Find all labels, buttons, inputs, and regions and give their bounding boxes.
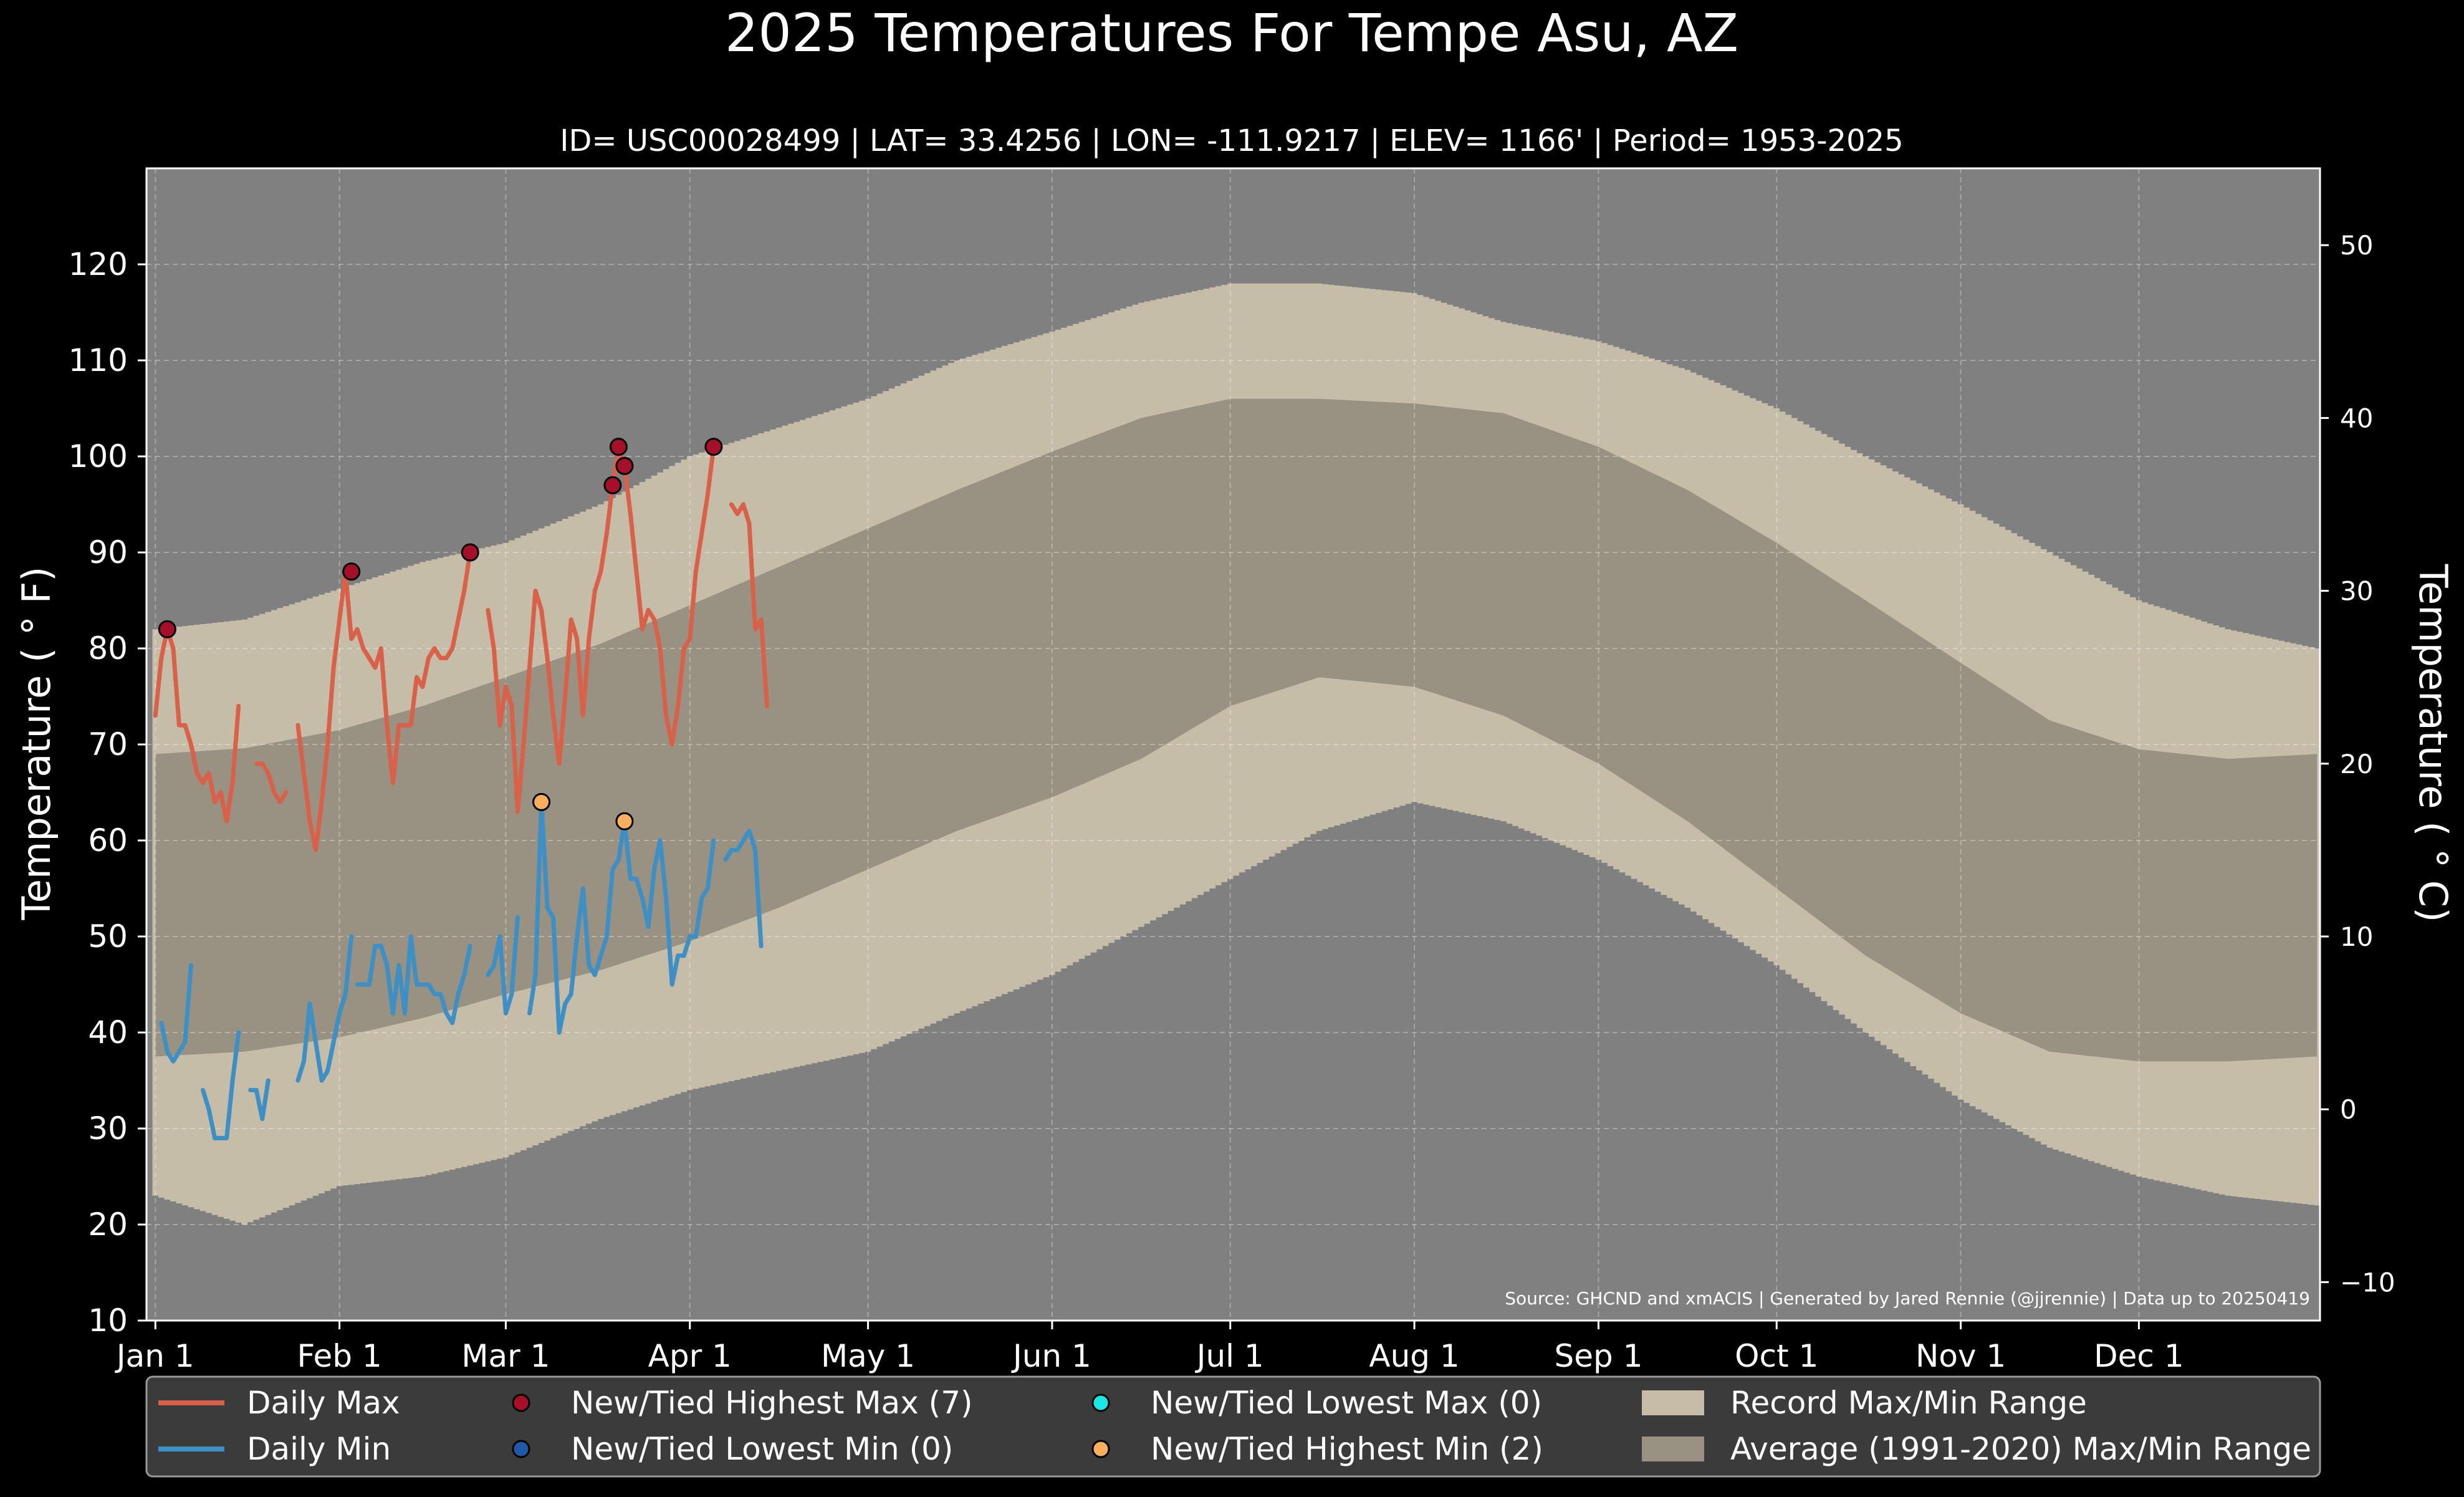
daily-min-line (295, 934, 354, 1083)
x-tick-label: Jan 1 (115, 1338, 194, 1374)
y-tick-label-right: −10 (2340, 1267, 2395, 1297)
daily-min-line (355, 934, 472, 1026)
axes: 10 20 30 40 50 60 70 80 90 100 110 120 −10 0 10 20 30 40 5… (69, 167, 2395, 1374)
legend-swatch-patch (1642, 1390, 1704, 1415)
x-tick-label: Dec 1 (2094, 1338, 2184, 1374)
legend-box (145, 1375, 2321, 1478)
daily-min-line (486, 915, 520, 1016)
y-tick-label-left: 40 (88, 1014, 128, 1051)
chart-subtitle: ID= USC00028499 | LAT= 33.4256 | LON= -1… (560, 123, 1903, 158)
legend-swatch-patch (1642, 1437, 1704, 1461)
legend-label: New/Tied Lowest Max (0) (1151, 1385, 1542, 1421)
y-tick-label-left: 80 (88, 630, 128, 667)
daily-min-line (159, 963, 193, 1064)
legend-swatch-marker (512, 1394, 530, 1412)
legend-label: Daily Max (247, 1385, 400, 1421)
record-high-max-marker (609, 438, 628, 456)
source-note: Source: GHCND and xmACIS | Generated by … (1505, 1288, 2310, 1309)
record-high-max-marker (461, 543, 479, 562)
x-tick-label: Aug 1 (1369, 1338, 1459, 1374)
x-tick-label: Oct 1 (1735, 1338, 1818, 1374)
y-tick-label-left: 60 (88, 822, 128, 859)
x-tick-label: May 1 (821, 1338, 915, 1374)
daily-min-line (527, 799, 716, 1035)
y-tick-label-right: 20 (2340, 749, 2373, 779)
daily-max-line (486, 445, 716, 814)
x-tick-label: Apr 1 (648, 1338, 732, 1374)
record-range-band (152, 283, 2320, 1225)
y-tick-label-right: 10 (2340, 922, 2373, 952)
y-tick-label-left: 120 (69, 246, 128, 282)
record-high-max-marker (615, 456, 634, 475)
x-tick-label: Jul 1 (1195, 1338, 1264, 1374)
legend-swatch-marker (1091, 1440, 1110, 1458)
daily-min-line (248, 1078, 271, 1122)
x-tick-label: Jun 1 (1011, 1338, 1091, 1374)
daily-min-line (723, 829, 764, 948)
legend: Daily Max Daily Min New/Tied Highest Max (… (145, 1375, 2321, 1478)
record-high-min-marker (532, 792, 551, 811)
y-tick-label-left: 30 (88, 1110, 128, 1147)
daily-min-line (201, 1030, 241, 1140)
y-tick-label-right: 50 (2340, 230, 2373, 261)
daily-max-line (295, 550, 472, 852)
y-axis-label-left: Temperature ( ° F) (14, 567, 59, 921)
record-high-max-marker (603, 476, 622, 494)
legend-label: Daily Min (247, 1431, 391, 1467)
y-tick-label-left: 20 (88, 1206, 128, 1243)
legend-label: Average (1991-2020) Max/Min Range (1730, 1431, 2311, 1467)
chart-title: 2025 Temperatures For Tempe Asu, AZ (725, 2, 1738, 64)
legend-swatch-marker (512, 1440, 530, 1458)
record-high-max-marker (342, 562, 361, 581)
y-tick-label-left: 90 (88, 534, 128, 570)
x-tick-label: Nov 1 (1915, 1338, 2006, 1374)
legend-label: New/Tied Lowest Min (0) (571, 1431, 953, 1467)
daily-max-line (254, 761, 289, 804)
x-tick-label: Sep 1 (1554, 1338, 1642, 1374)
y-tick-label-left: 100 (69, 438, 128, 474)
legend-label: New/Tied Highest Max (7) (571, 1385, 973, 1421)
y-tick-label-right: 40 (2340, 403, 2373, 433)
x-tick-label: Feb 1 (297, 1338, 382, 1374)
daily-max-line (729, 502, 770, 708)
record-high-max-marker (158, 620, 176, 638)
y-tick-label-left: 10 (88, 1302, 128, 1339)
legend-label: New/Tied Highest Min (2) (1151, 1431, 1543, 1467)
y-tick-label-left: 70 (88, 726, 128, 763)
y-tick-label-right: 0 (2340, 1094, 2357, 1125)
x-tick-label: Mar 1 (461, 1338, 550, 1374)
plot-area (146, 168, 2320, 1321)
y-axis-label-right: Temperature ( ° C) (2410, 564, 2456, 923)
normal-range-band (155, 398, 2318, 1062)
y-tick-label-right: 30 (2340, 576, 2373, 607)
legend-swatch-marker (1091, 1394, 1110, 1412)
record-high-max-marker (704, 438, 723, 456)
legend-label: Record Max/Min Range (1730, 1385, 2087, 1421)
y-tick-label-left: 110 (69, 342, 128, 378)
y-tick-label-left: 50 (88, 918, 128, 955)
record-high-min-marker (615, 812, 634, 830)
